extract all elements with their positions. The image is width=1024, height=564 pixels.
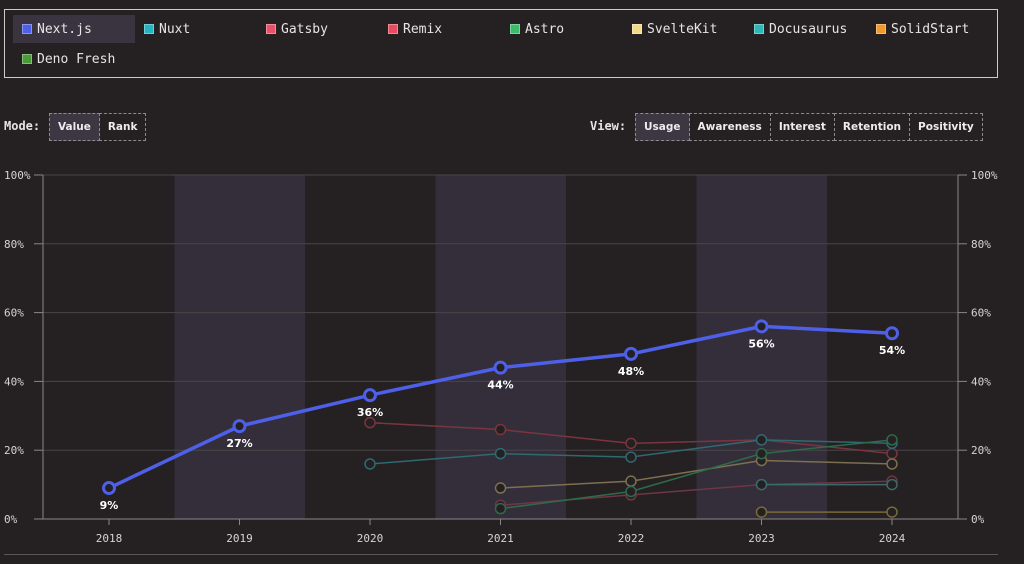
legend-swatch	[632, 24, 642, 34]
data-label-next-js: 56%	[748, 337, 774, 350]
data-point-next-js	[493, 360, 508, 375]
view-usage-button[interactable]: Usage	[635, 113, 690, 141]
x-tick-label: 2019	[226, 532, 253, 545]
series-line-astro	[499, 439, 893, 510]
y-tick-label-right: 0%	[971, 513, 985, 526]
data-point-astro	[625, 485, 637, 498]
legend-label: SolidStart	[891, 21, 970, 37]
legend-label: Next.js	[37, 21, 92, 37]
data-point-gatsby	[625, 437, 637, 450]
data-label-next-js: 44%	[487, 379, 513, 392]
legend-item-astro[interactable]: Astro	[501, 15, 623, 43]
data-point-next-js	[232, 419, 247, 434]
data-point-next-js	[102, 481, 116, 496]
data-point-next-js	[363, 388, 377, 403]
data-point-sveltekit	[886, 458, 898, 470]
mode-label: Mode:	[4, 119, 41, 133]
data-point-solidstart	[886, 506, 898, 518]
x-tick-label: 2023	[748, 532, 775, 545]
y-tick-label-right: 100%	[971, 169, 998, 182]
data-point-astro	[494, 502, 507, 515]
data-point-nuxt	[364, 458, 376, 470]
data-label-next-js: 48%	[618, 365, 644, 378]
data-point-next-js	[624, 346, 638, 361]
legend-label: Astro	[525, 21, 565, 37]
data-point-docusaurus	[755, 478, 768, 491]
y-tick-label-right: 60%	[971, 307, 991, 320]
legend-item-solidstart[interactable]: SolidStart	[867, 15, 989, 43]
data-point-docusaurus	[886, 478, 898, 491]
data-point-sveltekit	[625, 475, 637, 487]
data-point-nuxt	[755, 434, 768, 446]
data-point-gatsby	[494, 423, 507, 436]
mode-toggle: Value Rank	[49, 113, 147, 141]
data-point-next-js	[885, 326, 899, 341]
view-awareness-button[interactable]: Awareness	[688, 113, 771, 141]
legend-label: Nuxt	[159, 21, 191, 37]
y-tick-label-left: 0%	[4, 513, 18, 526]
mode-value-button[interactable]: Value	[49, 113, 100, 141]
view-interest-button[interactable]: Interest	[769, 113, 835, 141]
data-label-next-js: 27%	[226, 437, 252, 450]
data-point-gatsby	[364, 416, 376, 429]
view-positivity-button[interactable]: Positivity	[909, 113, 983, 141]
view-toggle: Usage Awareness Interest Retention Positivit…	[635, 113, 983, 141]
y-tick-label-left: 20%	[4, 444, 24, 457]
x-tick-label: 2018	[96, 532, 123, 545]
legend-label: Gatsby	[281, 21, 328, 37]
data-label-next-js: 9%	[100, 499, 119, 512]
legend-swatch	[22, 24, 32, 34]
y-tick-label-left: 80%	[4, 238, 24, 251]
y-tick-label-left: 60%	[4, 307, 24, 320]
y-tick-label-right: 80%	[971, 238, 991, 251]
legend-item-nuxt[interactable]: Nuxt	[135, 15, 257, 43]
y-tick-label-left: 100%	[4, 169, 31, 182]
legend-swatch	[754, 24, 764, 34]
view-retention-button[interactable]: Retention	[833, 113, 911, 141]
data-label-next-js: 36%	[357, 406, 383, 419]
usage-line-chart: 0% 0% 20% 20% 40% 40% 60% 60% 80% 80% 100% 100% 2018…	[4, 169, 998, 545]
y-tick-label-right: 20%	[971, 444, 991, 457]
data-point-astro	[886, 434, 898, 446]
y-tick-label-right: 40%	[971, 375, 991, 388]
framework-legend: Next.js Nuxt Gatsby Remix Astro SvelteKit Docu…	[4, 9, 998, 78]
data-point-solidstart	[755, 506, 768, 518]
legend-label: SvelteKit	[647, 21, 718, 37]
legend-swatch	[510, 24, 520, 34]
legend-swatch	[144, 24, 154, 34]
legend-item-docusaurus[interactable]: Docusaurus	[745, 15, 867, 43]
legend-item-gatsby[interactable]: Gatsby	[257, 15, 379, 43]
legend-label: Deno Fresh	[37, 51, 116, 67]
data-point-sveltekit	[494, 482, 507, 494]
legend-item-remix[interactable]: Remix	[379, 15, 501, 43]
view-label: View:	[590, 119, 627, 133]
legend-item-sveltekit[interactable]: SvelteKit	[623, 15, 745, 43]
legend-item-deno-fresh[interactable]: Deno Fresh	[13, 45, 135, 73]
legend-swatch	[266, 24, 276, 34]
series-line-sveltekit	[499, 459, 893, 489]
legend-label: Remix	[403, 21, 443, 37]
x-tick-label: 2022	[618, 532, 645, 545]
y-tick-label-left: 40%	[4, 375, 24, 388]
x-tick-label: 2020	[357, 532, 384, 545]
mode-rank-button[interactable]: Rank	[98, 113, 147, 141]
year-band	[174, 175, 305, 519]
data-point-astro	[755, 447, 768, 460]
legend-item-next-js[interactable]: Next.js	[13, 15, 135, 43]
data-point-next-js	[754, 319, 769, 334]
data-label-next-js: 54%	[879, 344, 905, 357]
legend-swatch	[876, 24, 886, 34]
x-tick-label: 2024	[879, 532, 906, 545]
legend-swatch	[22, 54, 32, 64]
legend-swatch	[388, 24, 398, 34]
x-tick-label: 2021	[487, 532, 514, 545]
data-point-nuxt	[625, 451, 637, 463]
year-band	[435, 175, 566, 519]
chart-bottom-divider	[4, 554, 998, 555]
data-point-gatsby	[886, 447, 898, 460]
data-point-nuxt	[494, 447, 507, 460]
legend-label: Docusaurus	[769, 21, 848, 37]
